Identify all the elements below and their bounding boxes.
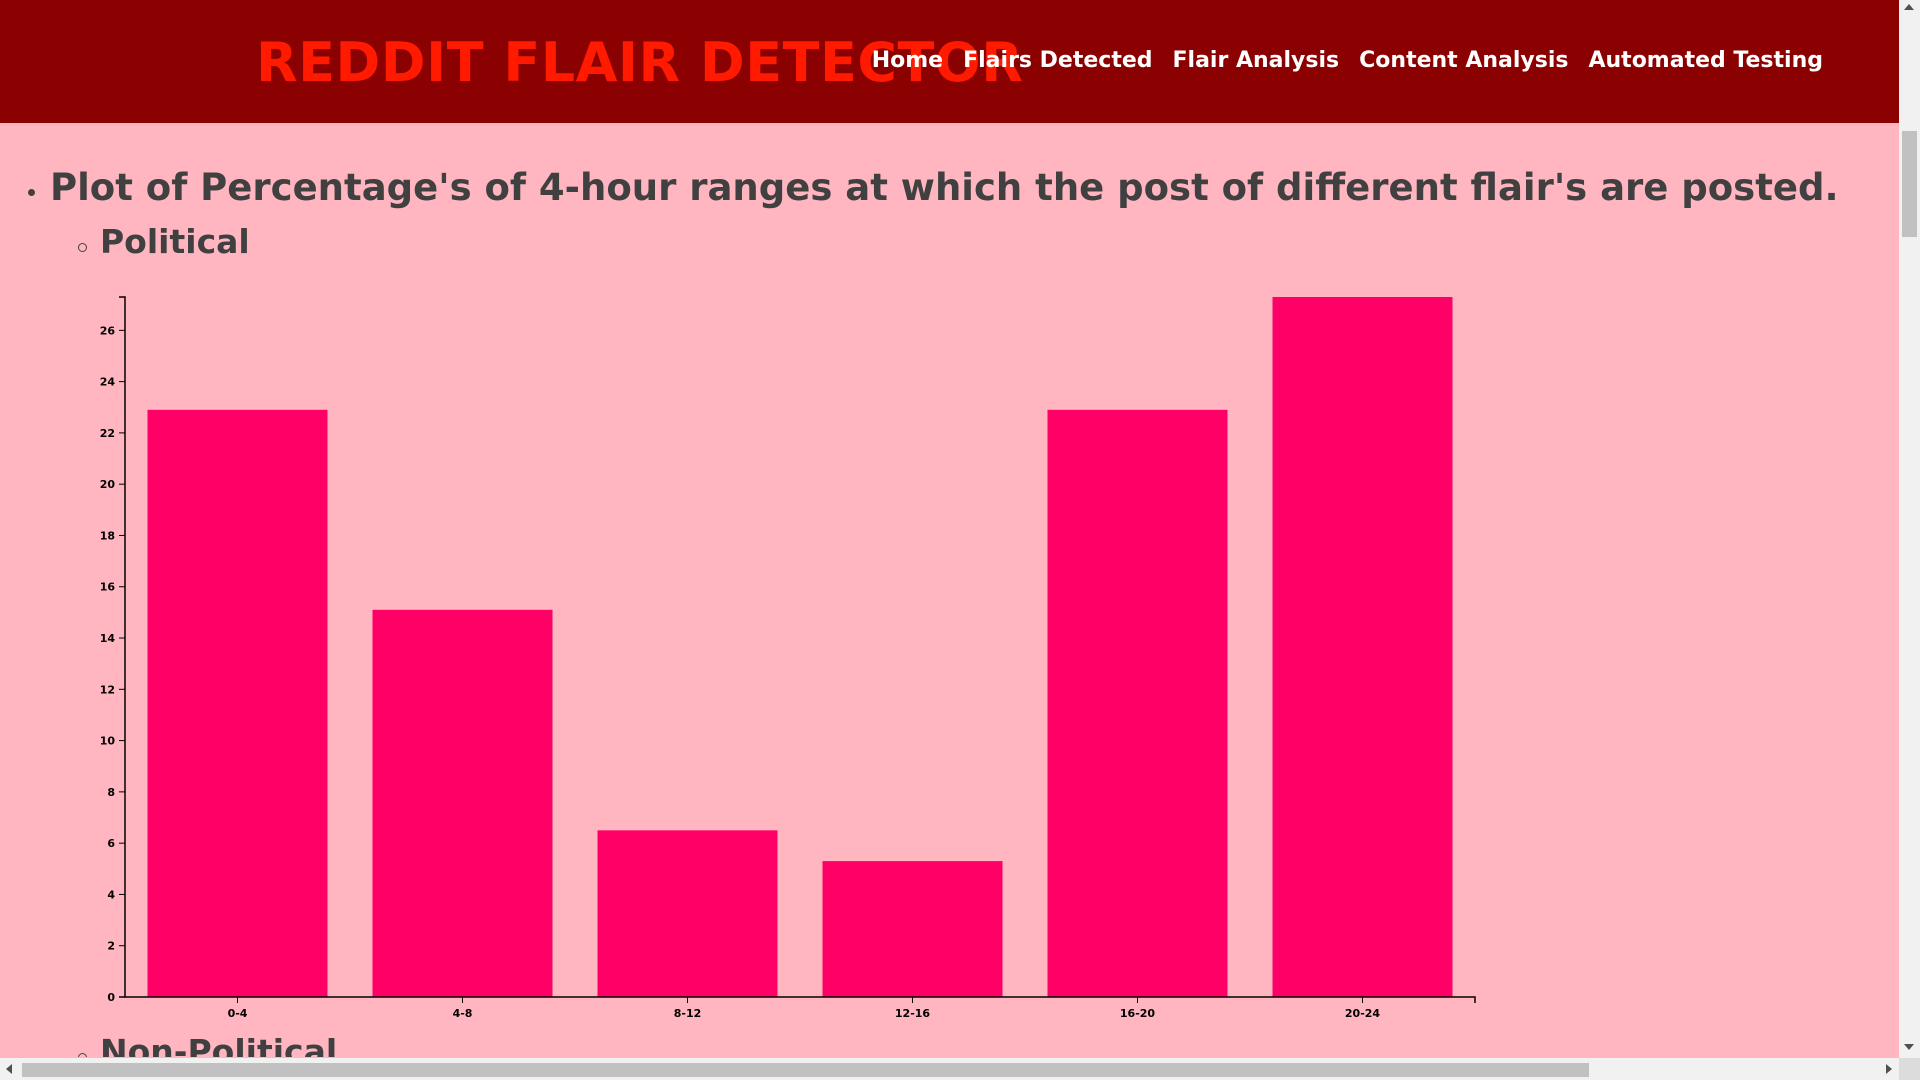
x-tick-label: 0-4 <box>228 1007 248 1020</box>
bar-4-8 <box>372 609 553 997</box>
y-tick-label: 20 <box>100 478 116 491</box>
bar-16-20 <box>1047 409 1228 997</box>
political-bar-chart: 0-4 4-8 8-12 12-16 16-20 20-24024681012141618… <box>100 296 1476 1020</box>
bar-0-4 <box>147 409 328 997</box>
x-tick-label: 12-16 <box>895 1007 931 1020</box>
y-tick-label: 22 <box>100 427 115 440</box>
x-tick-label: 16-20 <box>1120 1007 1156 1020</box>
horizontal-scroll-thumb[interactable] <box>22 1063 1589 1077</box>
y-tick-label: 24 <box>100 376 116 389</box>
y-tick-label: 2 <box>107 940 115 953</box>
y-tick-label: 14 <box>100 632 116 645</box>
bullet-circle-icon <box>78 1053 87 1057</box>
bar-8-12 <box>597 830 778 997</box>
bullet-circle-icon <box>78 243 87 252</box>
nav-home[interactable]: Home <box>871 48 944 73</box>
brand-title: REDDIT FLAIR DETECTOR <box>256 31 1024 94</box>
y-tick-label: 10 <box>100 735 116 748</box>
bar-20-24 <box>1272 297 1453 997</box>
bar-12-16 <box>822 861 1003 997</box>
y-tick-label: 4 <box>107 888 115 901</box>
y-tick-label: 0 <box>107 991 115 1004</box>
y-tick-label: 12 <box>100 683 115 696</box>
vertical-scrollbar[interactable] <box>1899 0 1920 1058</box>
y-tick-label: 8 <box>107 786 115 799</box>
non-political-heading: Non-Political <box>100 1032 338 1057</box>
vertical-scroll-thumb[interactable] <box>1902 131 1917 237</box>
political-heading: Political <box>100 222 250 261</box>
scroll-left-arrow-icon[interactable] <box>6 1064 12 1074</box>
section-heading: Plot of Percentage's of 4-hour ranges at… <box>50 166 1839 209</box>
nav-automated-testing[interactable]: Automated Testing <box>1588 48 1823 73</box>
scroll-up-arrow-icon[interactable] <box>1904 4 1914 10</box>
y-tick-label: 18 <box>100 529 115 542</box>
main-content: Plot of Percentage's of 4-hour ranges at… <box>0 123 1899 1057</box>
nav-content-analysis[interactable]: Content Analysis <box>1359 48 1569 73</box>
nav-flair-analysis[interactable]: Flair Analysis <box>1172 48 1340 73</box>
header-bar: REDDIT FLAIR DETECTOR Home Flairs Detect… <box>0 0 1899 123</box>
x-tick-label: 20-24 <box>1345 1007 1381 1020</box>
x-tick-label: 8-12 <box>674 1007 702 1020</box>
x-tick-label: 4-8 <box>453 1007 473 1020</box>
bullet-disc-icon <box>28 189 35 196</box>
nav-flairs-detected[interactable]: Flairs Detected <box>963 48 1153 73</box>
y-tick-label: 6 <box>107 837 115 850</box>
scrollbar-corner <box>1899 1058 1920 1080</box>
scroll-right-arrow-icon[interactable] <box>1886 1064 1892 1074</box>
scroll-down-arrow-icon[interactable] <box>1904 1044 1914 1050</box>
y-tick-label: 26 <box>100 324 116 337</box>
y-tick-label: 16 <box>100 581 116 594</box>
top-nav: Home Flairs Detected Flair Analysis Cont… <box>872 46 1823 76</box>
